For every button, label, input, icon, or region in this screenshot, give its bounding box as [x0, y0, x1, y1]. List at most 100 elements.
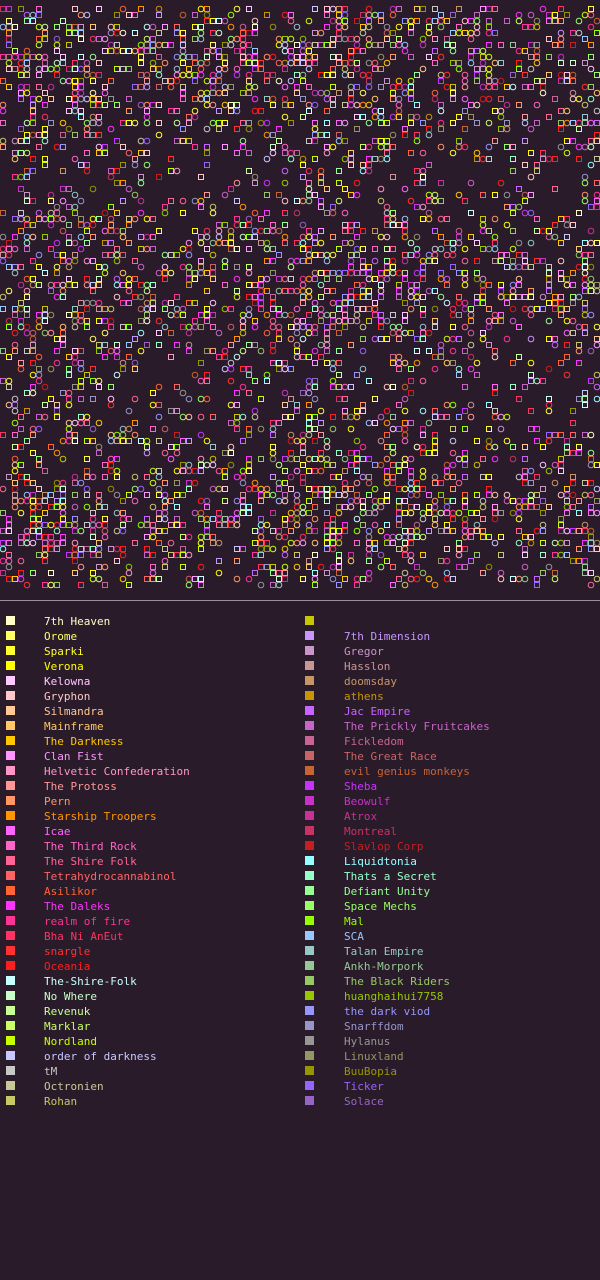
- owned-planet[interactable]: [342, 408, 348, 414]
- owned-planet[interactable]: [528, 498, 534, 504]
- owned-planet[interactable]: [438, 492, 444, 498]
- owned-planet[interactable]: [384, 246, 390, 252]
- planet[interactable]: [311, 299, 319, 307]
- planet[interactable]: [77, 317, 85, 325]
- owned-planet[interactable]: [390, 480, 396, 486]
- owned-planet[interactable]: [432, 432, 438, 438]
- planet[interactable]: [587, 347, 595, 355]
- planet[interactable]: [65, 419, 73, 427]
- owned-planet[interactable]: [576, 126, 582, 132]
- planet[interactable]: [23, 239, 31, 247]
- planet[interactable]: [389, 425, 397, 433]
- owned-planet[interactable]: [222, 474, 228, 480]
- planet[interactable]: [11, 329, 19, 337]
- planet[interactable]: [365, 167, 373, 175]
- planet[interactable]: [545, 407, 553, 415]
- planet[interactable]: [215, 569, 223, 577]
- planet[interactable]: [89, 335, 97, 343]
- planet[interactable]: [23, 11, 31, 19]
- planet[interactable]: [299, 533, 307, 541]
- owned-planet[interactable]: [480, 528, 486, 534]
- owned-planet[interactable]: [402, 18, 408, 24]
- owned-planet[interactable]: [132, 420, 138, 426]
- owned-planet[interactable]: [246, 60, 252, 66]
- planet[interactable]: [539, 521, 547, 529]
- owned-planet[interactable]: [540, 84, 546, 90]
- planet[interactable]: [221, 347, 229, 355]
- owned-planet[interactable]: [330, 102, 336, 108]
- owned-planet[interactable]: [552, 42, 558, 48]
- owned-planet[interactable]: [180, 30, 186, 36]
- owned-planet[interactable]: [300, 258, 306, 264]
- planet[interactable]: [305, 377, 313, 385]
- planet[interactable]: [353, 35, 361, 43]
- owned-planet[interactable]: [330, 492, 336, 498]
- owned-planet[interactable]: [588, 6, 594, 12]
- planet[interactable]: [23, 119, 31, 127]
- planet[interactable]: [11, 53, 19, 61]
- owned-planet[interactable]: [336, 36, 342, 42]
- owned-planet[interactable]: [168, 498, 174, 504]
- owned-planet[interactable]: [342, 468, 348, 474]
- owned-planet[interactable]: [60, 492, 66, 498]
- owned-planet[interactable]: [528, 504, 534, 510]
- owned-planet[interactable]: [72, 306, 78, 312]
- planet[interactable]: [383, 59, 391, 67]
- owned-planet[interactable]: [24, 312, 30, 318]
- planet[interactable]: [107, 455, 115, 463]
- owned-planet[interactable]: [384, 444, 390, 450]
- planet[interactable]: [77, 563, 85, 571]
- planet[interactable]: [179, 245, 187, 253]
- owned-planet[interactable]: [390, 312, 396, 318]
- planet[interactable]: [395, 77, 403, 85]
- planet[interactable]: [185, 551, 193, 559]
- owned-planet[interactable]: [24, 18, 30, 24]
- owned-planet[interactable]: [336, 558, 342, 564]
- planet[interactable]: [71, 317, 79, 325]
- owned-planet[interactable]: [264, 78, 270, 84]
- planet[interactable]: [413, 233, 421, 241]
- owned-planet[interactable]: [258, 456, 264, 462]
- owned-planet[interactable]: [222, 450, 228, 456]
- planet[interactable]: [281, 311, 289, 319]
- owned-planet[interactable]: [552, 186, 558, 192]
- owned-planet[interactable]: [354, 462, 360, 468]
- owned-planet[interactable]: [390, 264, 396, 270]
- owned-planet[interactable]: [102, 252, 108, 258]
- planet[interactable]: [71, 503, 79, 511]
- owned-planet[interactable]: [564, 540, 570, 546]
- owned-planet[interactable]: [90, 78, 96, 84]
- planet[interactable]: [197, 413, 205, 421]
- owned-planet[interactable]: [552, 18, 558, 24]
- owned-planet[interactable]: [324, 6, 330, 12]
- owned-planet[interactable]: [510, 498, 516, 504]
- owned-planet[interactable]: [378, 294, 384, 300]
- planet[interactable]: [59, 119, 67, 127]
- owned-planet[interactable]: [588, 204, 594, 210]
- owned-planet[interactable]: [594, 462, 600, 468]
- planet[interactable]: [35, 323, 43, 331]
- owned-planet[interactable]: [192, 468, 198, 474]
- planet[interactable]: [479, 83, 487, 91]
- owned-planet[interactable]: [324, 348, 330, 354]
- planet[interactable]: [0, 485, 7, 493]
- owned-planet[interactable]: [6, 240, 12, 246]
- planet[interactable]: [65, 425, 73, 433]
- planet[interactable]: [593, 509, 600, 517]
- planet[interactable]: [215, 233, 223, 241]
- planet[interactable]: [275, 479, 283, 487]
- planet[interactable]: [533, 59, 541, 67]
- owned-planet[interactable]: [558, 6, 564, 12]
- owned-planet[interactable]: [126, 282, 132, 288]
- planet[interactable]: [593, 395, 600, 403]
- owned-planet[interactable]: [306, 312, 312, 318]
- planet[interactable]: [251, 17, 259, 25]
- owned-planet[interactable]: [312, 384, 318, 390]
- planet[interactable]: [29, 503, 37, 511]
- owned-planet[interactable]: [444, 528, 450, 534]
- planet[interactable]: [503, 125, 511, 133]
- owned-planet[interactable]: [60, 252, 66, 258]
- planet[interactable]: [407, 557, 415, 565]
- planet[interactable]: [149, 467, 157, 475]
- owned-planet[interactable]: [126, 300, 132, 306]
